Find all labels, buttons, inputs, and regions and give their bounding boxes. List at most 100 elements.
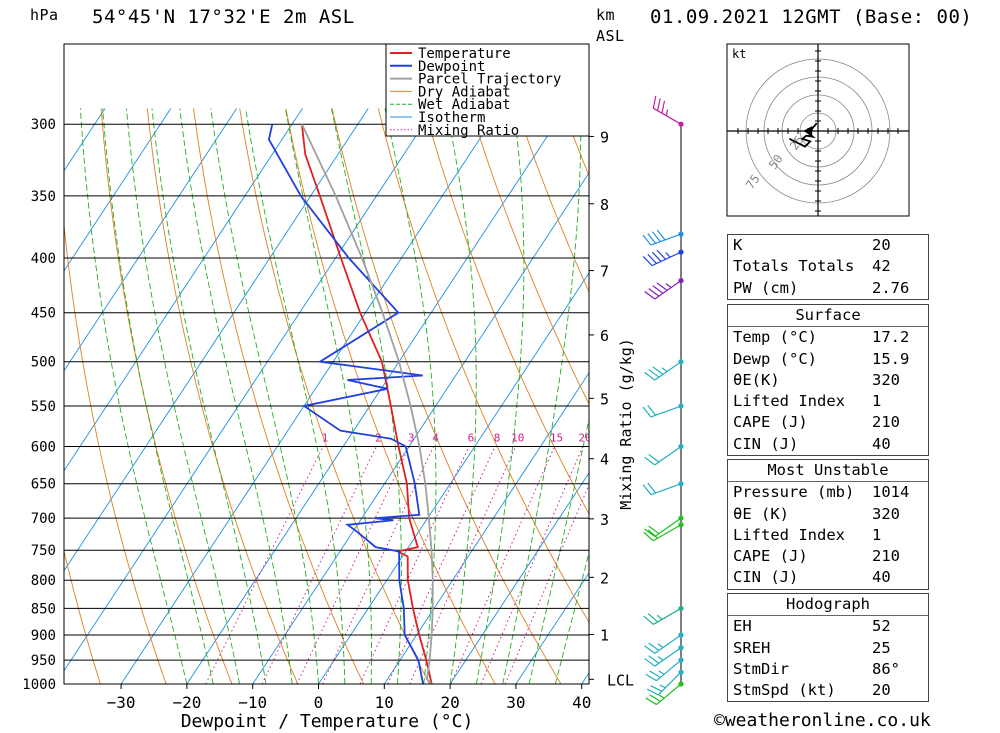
pressure-label: 900	[31, 628, 56, 644]
pressure-label: 850	[31, 601, 56, 617]
wind-barb-flag	[648, 288, 660, 297]
index-label: Pressure (mb)	[733, 483, 855, 502]
index-row: θE (K) 320	[728, 504, 928, 525]
wind-barb-flag	[644, 290, 656, 300]
wind-barb-flag	[644, 456, 656, 466]
index-row: EH 52	[728, 616, 928, 637]
index-label: Temp (°C)	[733, 328, 817, 347]
wind-barb-flag	[647, 233, 657, 244]
wind-barb-flag	[643, 615, 654, 625]
index-value: 86°	[872, 659, 900, 678]
mixing-ratio-label: 8	[494, 431, 501, 444]
index-row: CIN (J) 40	[728, 567, 928, 588]
index-value: 320	[872, 504, 900, 523]
mixing-ratio-label: 2	[375, 431, 382, 444]
pressure-label: 950	[31, 653, 56, 669]
wind-barb-flag	[647, 613, 659, 623]
wind-barb	[650, 233, 682, 246]
index-label: StmSpd (kt)	[733, 681, 836, 700]
wind-barb-flag	[656, 282, 668, 291]
wind-level-dot	[678, 522, 684, 528]
wind-level-dot	[678, 249, 684, 255]
index-label: θE (K)	[733, 504, 789, 523]
index-label: Totals Totals	[733, 257, 855, 276]
mixing-ratio-label: 1	[322, 431, 329, 444]
most-unstable-table: Most Unstable Pressure (mb) 1014 θE (K) 320 L…	[727, 459, 929, 590]
wind-barb-flag	[651, 251, 662, 262]
index-row: Pressure (mb) 1014	[728, 482, 928, 503]
index-section-title: Surface	[728, 305, 928, 328]
index-value: 17.2	[872, 328, 910, 347]
wet-adiabat-line	[331, 108, 402, 684]
index-label: SREH	[733, 638, 771, 657]
mixing-ratio-line	[387, 446, 496, 684]
index-value: 20	[872, 681, 891, 700]
mixing-ratio-line	[359, 446, 470, 684]
wind-barb-flag	[647, 253, 657, 264]
wet-adiabat-line	[245, 108, 346, 684]
hodograph-indices-table: Hodograph EH 52 SREH 25 StmDir 86° StmSpd (kt) 2…	[727, 593, 929, 703]
wind-barb-flag	[644, 658, 656, 667]
pressure-label: 450	[31, 306, 56, 322]
wind-barb-flag	[649, 694, 661, 702]
wind-barb-flag	[648, 369, 660, 378]
wind-level-dot	[678, 515, 684, 521]
wind-barb-flag	[648, 655, 660, 664]
wind-barb-flag	[656, 229, 666, 241]
index-label: Dewp (°C)	[733, 349, 817, 368]
wind-barb	[650, 405, 682, 418]
height-tick-label: 8	[600, 196, 609, 214]
wind-barb-flag	[642, 484, 652, 496]
legend-entry: Dewpoint	[418, 59, 485, 75]
mixing-ratio-label: 6	[468, 431, 475, 444]
wind-barb	[656, 659, 682, 682]
temperature-profile	[301, 124, 433, 684]
wet-adiabat-line	[210, 108, 319, 684]
temperature-tick-label: −30	[107, 693, 136, 712]
wet-adiabat-line	[528, 417, 589, 684]
temperature-tick-label: −10	[238, 693, 267, 712]
index-label: PW (cm)	[733, 278, 799, 297]
index-label: CIN (J)	[733, 568, 799, 587]
index-row: Lifted Index 1	[728, 525, 928, 546]
isotherm-line	[383, 372, 589, 684]
index-label: Lifted Index	[733, 525, 845, 544]
wind-barb-half	[657, 643, 664, 649]
height-tick-label: LCL	[607, 671, 634, 689]
legend-entry: Wet Adiabat	[418, 97, 511, 113]
index-label: EH	[733, 617, 752, 636]
wind-barb	[652, 607, 682, 625]
mixing-ratio-label: 15	[550, 431, 563, 444]
wind-barb-flag	[648, 525, 660, 535]
height-tick-label: 4	[600, 451, 609, 469]
wind-barb-flag	[651, 231, 661, 243]
index-value: 40	[872, 568, 891, 587]
dry-adiabat-line	[470, 108, 589, 405]
wind-barb	[652, 524, 682, 542]
wind-level-dot	[678, 669, 684, 675]
wind-barb	[654, 361, 682, 381]
wind-barb-flag	[642, 256, 653, 267]
wind-barb-flag	[656, 249, 667, 260]
index-value: 25	[872, 638, 891, 657]
x-axis-label: Dewpoint / Temperature (°C)	[181, 711, 474, 732]
wind-barb-flag	[644, 372, 656, 381]
isotherm-line	[186, 108, 566, 684]
pressure-label: 700	[31, 511, 56, 527]
wind-barb-half	[658, 670, 665, 675]
wind-barb	[654, 634, 682, 654]
index-label: CAPE (J)	[733, 547, 808, 566]
wind-level-dot	[678, 121, 684, 127]
plot-frame	[63, 43, 590, 685]
dry-adiabat-line	[377, 108, 589, 624]
index-row: Totals Totals 42	[728, 256, 928, 277]
dry-adiabat-line	[331, 108, 562, 684]
hodograph-ring-label: 75	[743, 172, 763, 192]
index-section-title: Most Unstable	[728, 460, 928, 483]
wind-level-dot	[678, 481, 684, 487]
wind-barb-flag	[650, 685, 663, 692]
index-row: StmDir 86°	[728, 659, 928, 680]
isotherm-line	[64, 108, 172, 272]
wet-adiabat-line	[102, 108, 214, 684]
index-value: 1	[872, 525, 882, 544]
